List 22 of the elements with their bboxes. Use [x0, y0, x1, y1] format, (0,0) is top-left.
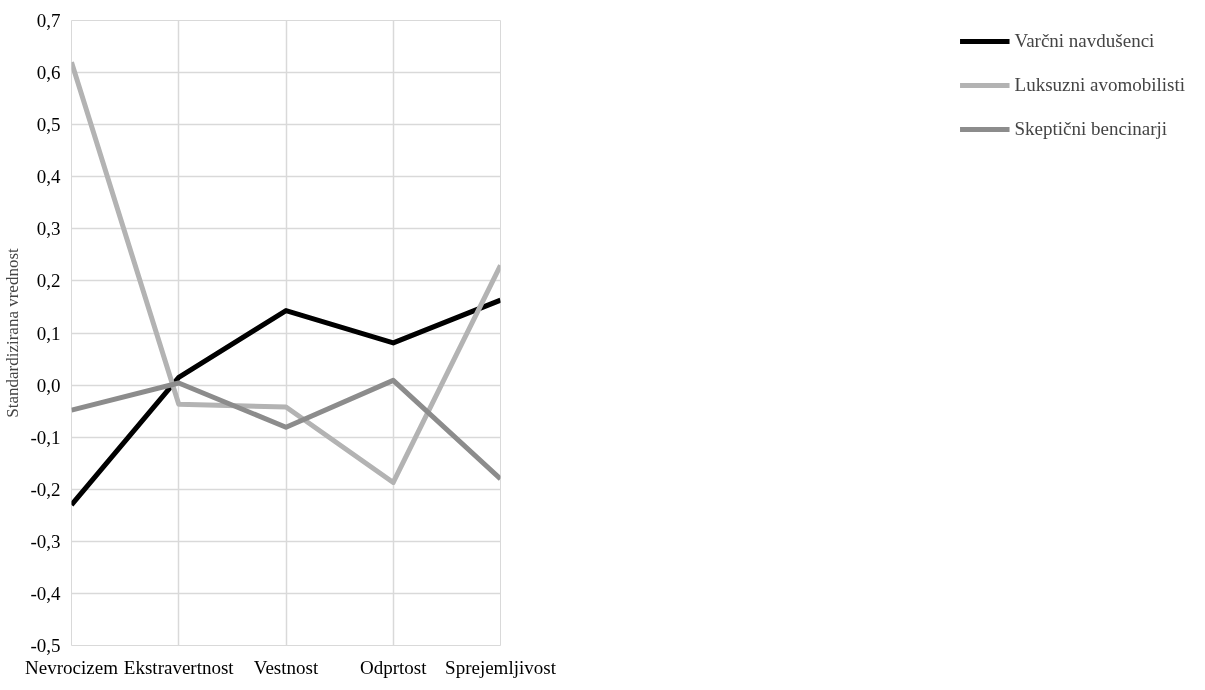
y-tick-label: -0,4 [30, 582, 61, 604]
y-tick-label: 0,7 [36, 10, 61, 31]
y-tick-label: 0,4 [36, 166, 61, 188]
y-tick-label: 0,2 [36, 270, 61, 292]
x-tick-label: Odprtost [360, 656, 428, 678]
y-tick-label: 0,0 [36, 374, 61, 396]
x-tick-label: Nevrocizem [25, 656, 119, 678]
legend-label: Varčni navdušenci [1014, 30, 1156, 52]
y-tick-label: 0,6 [36, 62, 61, 84]
y-tick-label: -0,3 [30, 530, 61, 552]
y-tick-label: 0,5 [36, 114, 61, 136]
y-axis-title: Standardizirana vrednost [3, 247, 23, 418]
y-tick-label: -0,1 [30, 426, 61, 448]
x-tick-label: Ekstravertnost [123, 656, 235, 678]
legend-label: Luksuzni avomobilisti [1014, 74, 1185, 96]
y-tick-label: 0,1 [36, 322, 61, 344]
x-tick-label: Sprejemljivost [445, 656, 557, 678]
y-tick-label: 0,3 [36, 218, 61, 240]
x-tick-label: Vestnost [253, 656, 319, 678]
legend-label: Skeptični bencinarji [1014, 118, 1168, 140]
y-tick-label: -0,5 [30, 635, 61, 656]
y-tick-label: -0,2 [30, 478, 61, 500]
